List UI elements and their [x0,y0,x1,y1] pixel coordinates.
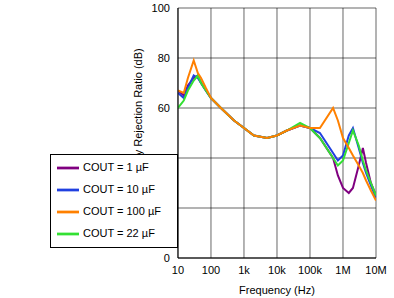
svg-text:10: 10 [172,264,184,276]
svg-text:80: 80 [158,52,170,64]
html-text:COUT = 22 µF: COUT = 22 µF [83,226,155,239]
html-text:COUT = 100 µF: COUT = 100 µF [83,204,161,217]
svg-text:0: 0 [164,252,170,264]
svg-text:Frequency (Hz): Frequency (Hz) [239,284,315,296]
html-text:COUT = 1 µF: COUT = 1 µF [83,160,149,173]
svg-text:100k: 100k [298,264,322,276]
svg-text:Power Supply Rejection Ratio (: Power Supply Rejection Ratio (dB) [132,48,144,217]
svg-text:10M: 10M [365,264,386,276]
svg-text:100: 100 [202,264,220,276]
svg-text:40: 40 [158,152,170,164]
svg-text:10k: 10k [268,264,286,276]
html-text:COUT = 10 µF: COUT = 10 µF [83,182,155,195]
svg-text:100: 100 [152,2,170,14]
svg-text:1k: 1k [238,264,250,276]
svg-text:1M: 1M [335,264,350,276]
svg-text:20: 20 [158,202,170,214]
svg-text:60: 60 [158,102,170,114]
